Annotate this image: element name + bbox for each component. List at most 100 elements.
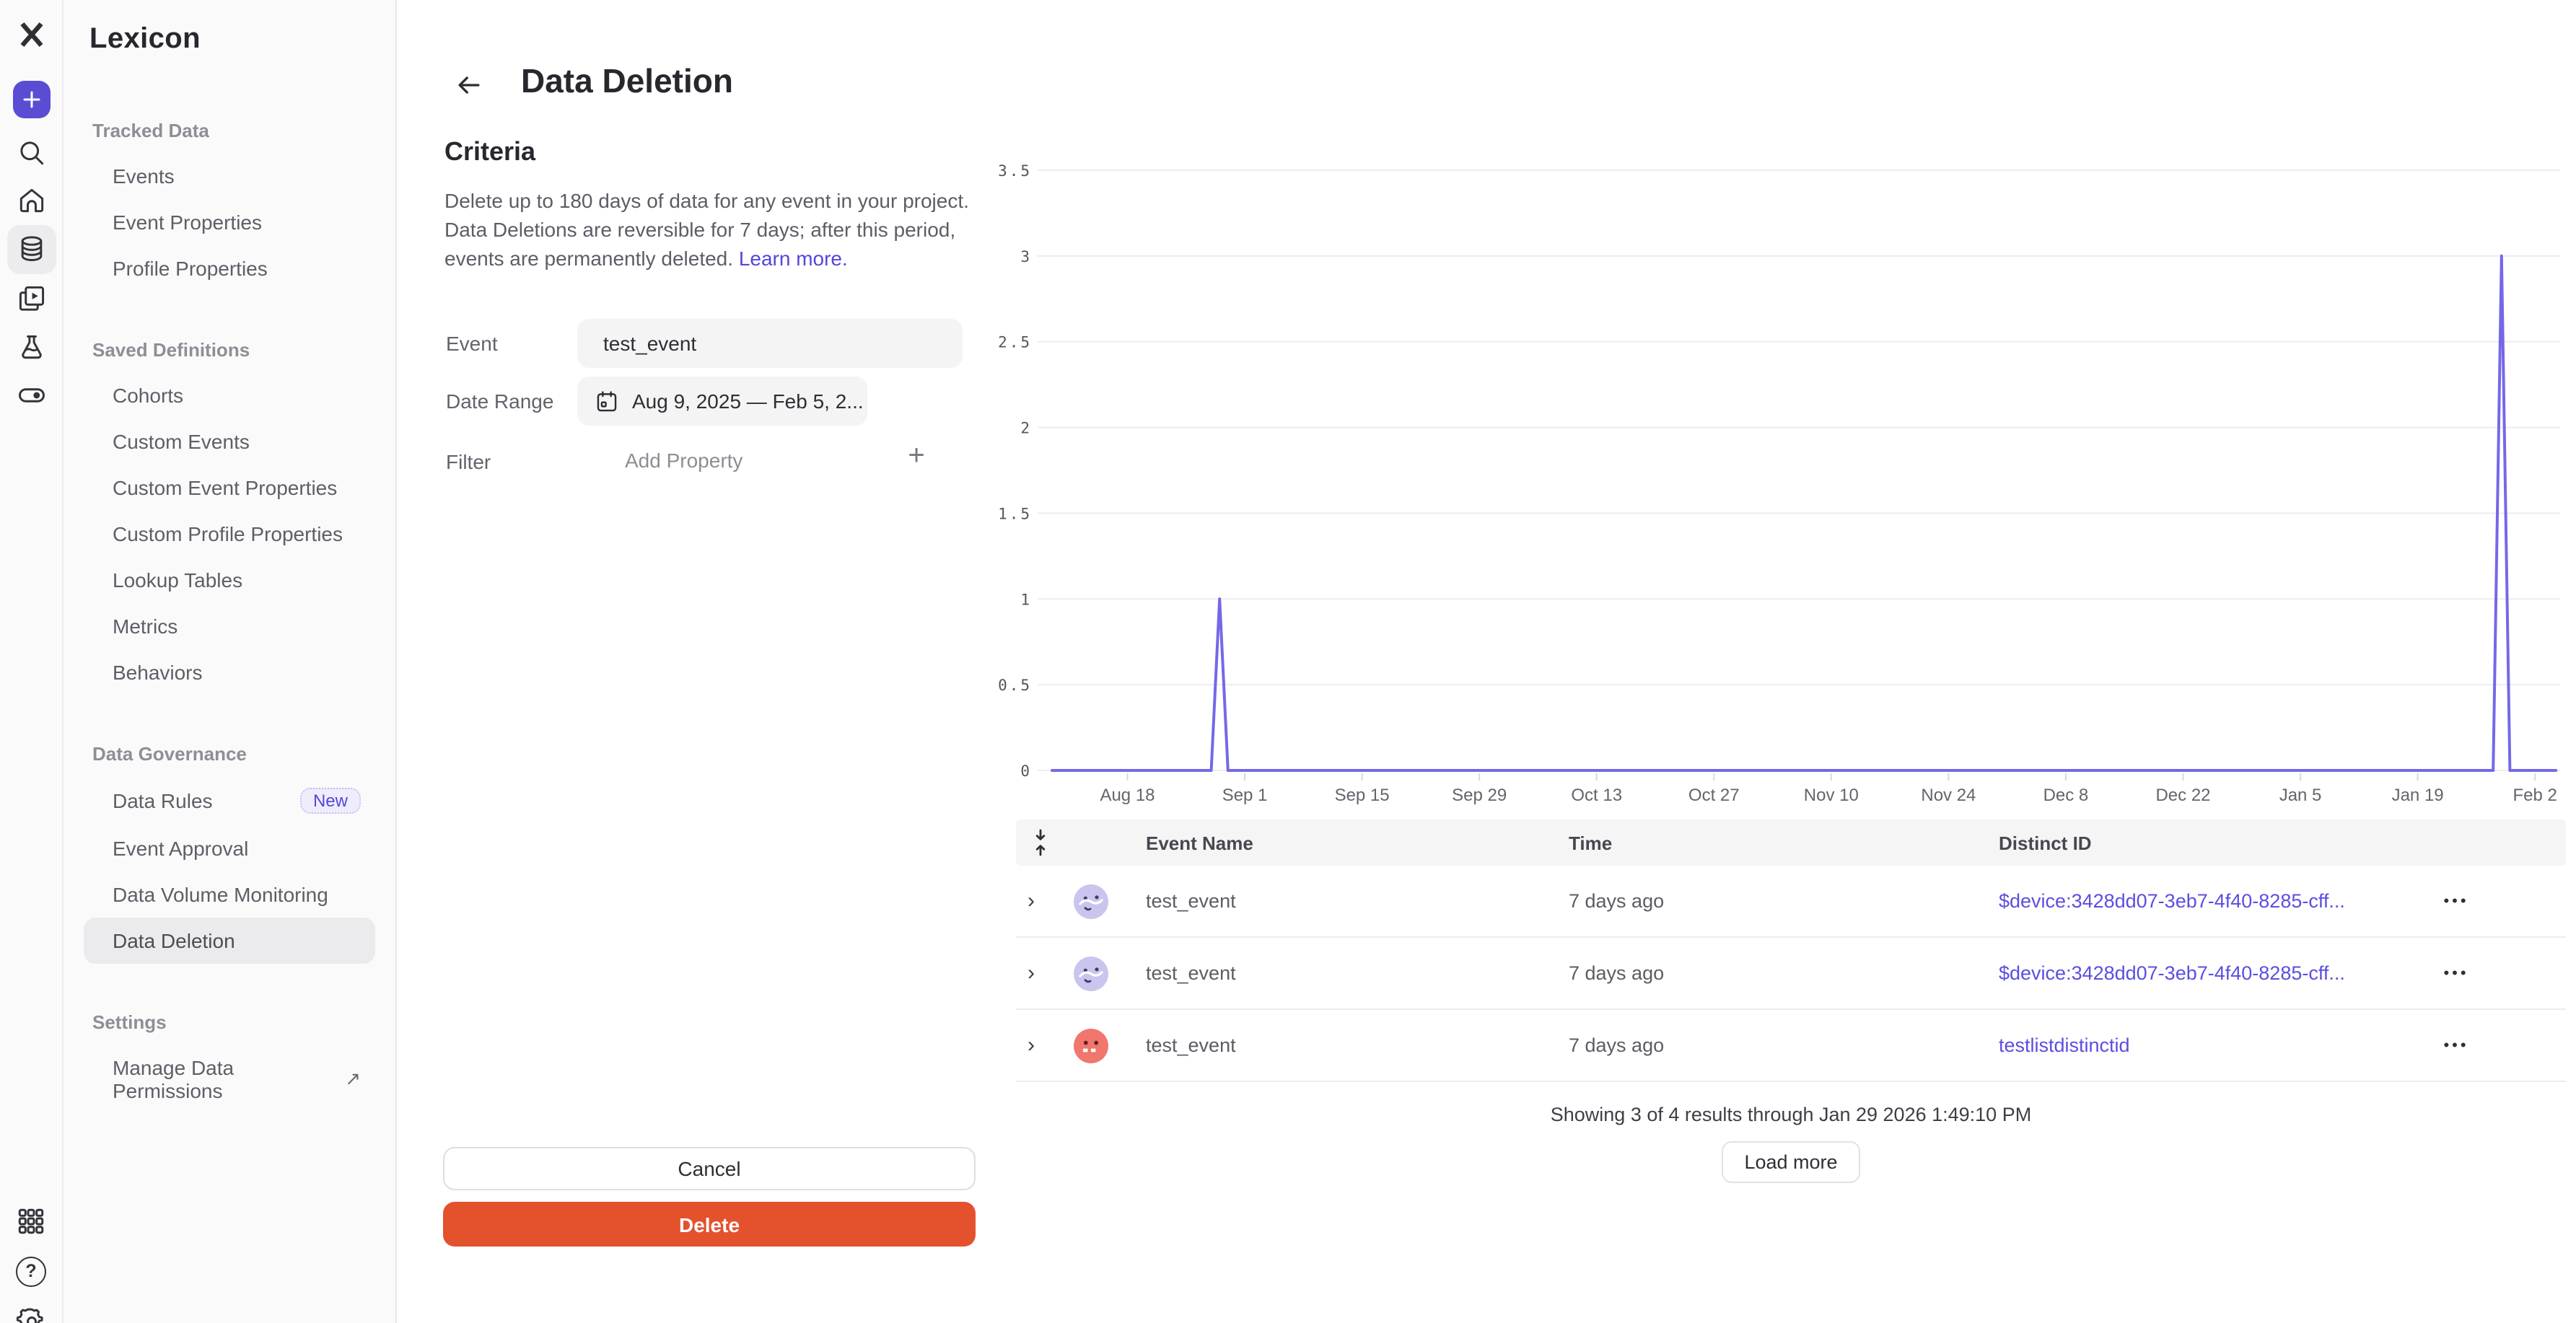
event-input[interactable]: test_event <box>577 319 963 368</box>
add-property-button[interactable]: Add Property <box>625 449 743 472</box>
search-icon[interactable] <box>11 133 51 173</box>
sidebar-item-label: Profile Properties <box>113 257 268 280</box>
home-icon[interactable] <box>11 180 51 221</box>
lexicon-title: Lexicon <box>89 23 201 55</box>
collapse-all-icon[interactable] <box>1016 828 1065 857</box>
sidebar-item-custom-profile-properties[interactable]: Custom Profile Properties <box>84 511 375 557</box>
back-arrow-icon[interactable] <box>449 65 489 105</box>
row-expand-chevron-icon[interactable]: › <box>1028 889 1035 913</box>
delete-button[interactable]: Delete <box>443 1202 976 1247</box>
x-axis-tick-label: Dec 8 <box>2043 786 2089 805</box>
sidebar-item-data-volume-monitoring[interactable]: Data Volume Monitoring <box>84 871 375 918</box>
load-more-button[interactable]: Load more <box>1721 1141 1861 1183</box>
sidebar-item-label: Data Deletion <box>113 929 235 952</box>
date-range-field-label: Date Range <box>446 390 554 413</box>
table-row: › test_event 7 days ago testlistdistinctid •… <box>1016 1010 2566 1082</box>
table-row: › test_event 7 days ago $device:3428dd07-3e… <box>1016 866 2566 938</box>
row-menu-ellipsis-icon[interactable]: ••• <box>2443 1037 2469 1054</box>
sidebar-item-label: Lookup Tables <box>113 568 243 592</box>
y-axis-tick-label: 1 <box>1020 591 1032 608</box>
row-menu-ellipsis-icon[interactable]: ••• <box>2443 964 2469 982</box>
row-menu-ellipsis-icon[interactable]: ••• <box>2443 892 2469 910</box>
event-field-label: Event <box>446 332 498 355</box>
row-expand-chevron-icon[interactable]: › <box>1028 1033 1035 1058</box>
y-axis-tick-label: 3 <box>1020 248 1032 265</box>
sidebar-section-label: Data Governance <box>92 743 247 765</box>
distinct-id-link[interactable]: $device:3428dd07-3eb7-4f40-8285-cff... <box>1999 890 2345 912</box>
event-value: test_event <box>603 332 697 355</box>
sidebar-section-tracked-data: Tracked Data Events Event Properties Profil… <box>84 120 375 291</box>
x-axis-tick-label: Sep 1 <box>1222 786 1268 805</box>
table-row: › test_event 7 days ago $device:3428dd07-3e… <box>1016 938 2566 1010</box>
events-chart: 0 0.5 1 1.5 2 2.5 3 3.5 Aug 18 Sep 1 Sep 15 Sep 29 O… <box>998 162 2560 805</box>
sidebar-item-lookup-tables[interactable]: Lookup Tables <box>84 557 375 603</box>
distinct-id-link[interactable]: $device:3428dd07-3eb7-4f40-8285-cff... <box>1999 962 2345 984</box>
page-title: Data Deletion <box>521 62 733 100</box>
avatar-cell <box>1065 1028 1134 1063</box>
create-plus-icon[interactable] <box>12 81 50 118</box>
boards-icon[interactable] <box>11 278 51 319</box>
sidebar-item-profile-properties[interactable]: Profile Properties <box>84 245 375 291</box>
sidebar-item-label: Event Approval <box>113 837 249 860</box>
y-axis-tick-label: 3.5 <box>998 162 1032 180</box>
x-axis-tick-label: Jan 19 <box>2392 786 2444 805</box>
avatar-lavender-face <box>1074 884 1108 918</box>
sidebar-item-custom-events[interactable]: Custom Events <box>84 418 375 465</box>
y-axis-tick-label: 2.5 <box>998 334 1032 351</box>
x-axis-tick-label: Feb 2 <box>2513 786 2557 805</box>
sidebar-item-behaviors[interactable]: Behaviors <box>84 649 375 695</box>
sidebar-nav: Tracked Data Events Event Properties Profil… <box>84 120 375 1114</box>
add-property-plus-icon[interactable]: + <box>908 439 925 471</box>
mixpanel-logo[interactable] <box>11 14 51 55</box>
cancel-button[interactable]: Cancel <box>443 1147 976 1190</box>
distinct-id-link[interactable]: testlistdistinctid <box>1999 1034 2130 1056</box>
sidebar: Lexicon Tracked Data Events Event Properti… <box>63 0 397 1323</box>
criteria-description: Delete up to 180 days of data for any ev… <box>444 186 993 273</box>
time-cell: 7 days ago <box>1569 962 1665 984</box>
avatar-red-face <box>1074 1028 1108 1063</box>
feature-flags-toggle-icon[interactable] <box>11 375 51 416</box>
sidebar-item-label: Event Properties <box>113 211 262 234</box>
sidebar-item-data-deletion[interactable]: Data Deletion <box>84 918 375 964</box>
learn-more-link[interactable]: Learn more. <box>738 247 848 270</box>
sidebar-item-cohorts[interactable]: Cohorts <box>84 372 375 418</box>
help-icon[interactable]: ? <box>11 1251 51 1291</box>
sidebar-section-label: Tracked Data <box>92 120 209 141</box>
external-link-icon: ↗ <box>345 1068 361 1089</box>
y-axis-tick-label: 2 <box>1020 420 1032 437</box>
experiments-flask-icon[interactable] <box>11 328 51 368</box>
x-axis-tick-label: Oct 27 <box>1688 786 1740 805</box>
header-time[interactable]: Time <box>1569 832 1613 853</box>
question-mark: ? <box>16 1256 46 1286</box>
header-distinct-id[interactable]: Distinct ID <box>1999 832 2092 853</box>
sidebar-item-label: Data Rules <box>113 789 213 812</box>
sidebar-item-label: Custom Profile Properties <box>113 522 343 545</box>
sidebar-item-events[interactable]: Events <box>84 153 375 199</box>
avatar-cell <box>1065 956 1134 990</box>
sidebar-item-event-approval[interactable]: Event Approval <box>84 825 375 871</box>
row-expand-chevron-icon[interactable]: › <box>1028 961 1035 985</box>
sidebar-item-metrics[interactable]: Metrics <box>84 603 375 649</box>
database-icon[interactable] <box>6 225 56 274</box>
icon-rail: ? <box>0 0 63 1323</box>
load-more-wrap: Load more <box>1016 1141 2566 1183</box>
settings-gear-icon[interactable] <box>11 1301 51 1323</box>
apps-grid-icon[interactable] <box>11 1200 51 1241</box>
avatar-cell <box>1065 884 1134 918</box>
results-summary: Showing 3 of 4 results through Jan 29 20… <box>1550 1104 2032 1125</box>
sidebar-item-event-properties[interactable]: Event Properties <box>84 199 375 245</box>
sidebar-item-custom-event-properties[interactable]: Custom Event Properties <box>84 465 375 511</box>
sidebar-item-label: Custom Event Properties <box>113 476 338 499</box>
sidebar-item-data-rules[interactable]: Data Rules New <box>84 776 375 825</box>
date-range-picker[interactable]: Aug 9, 2025 — Feb 5, 2... <box>577 377 867 426</box>
avatar-lavender-face <box>1074 956 1108 990</box>
main-content: Data Deletion Criteria Delete up to 180 … <box>397 0 2576 1323</box>
sidebar-item-label: Cohorts <box>113 384 184 407</box>
criteria-heading: Criteria <box>444 137 536 166</box>
date-range-value: Aug 9, 2025 — Feb 5, 2... <box>632 390 864 413</box>
header-event-name[interactable]: Event Name <box>1146 832 1253 853</box>
results-table: Event Name Time Distinct ID › test_event 7… <box>1016 819 2566 1183</box>
sidebar-item-manage-data-permissions[interactable]: Manage Data Permissions ↗ <box>84 1045 375 1114</box>
